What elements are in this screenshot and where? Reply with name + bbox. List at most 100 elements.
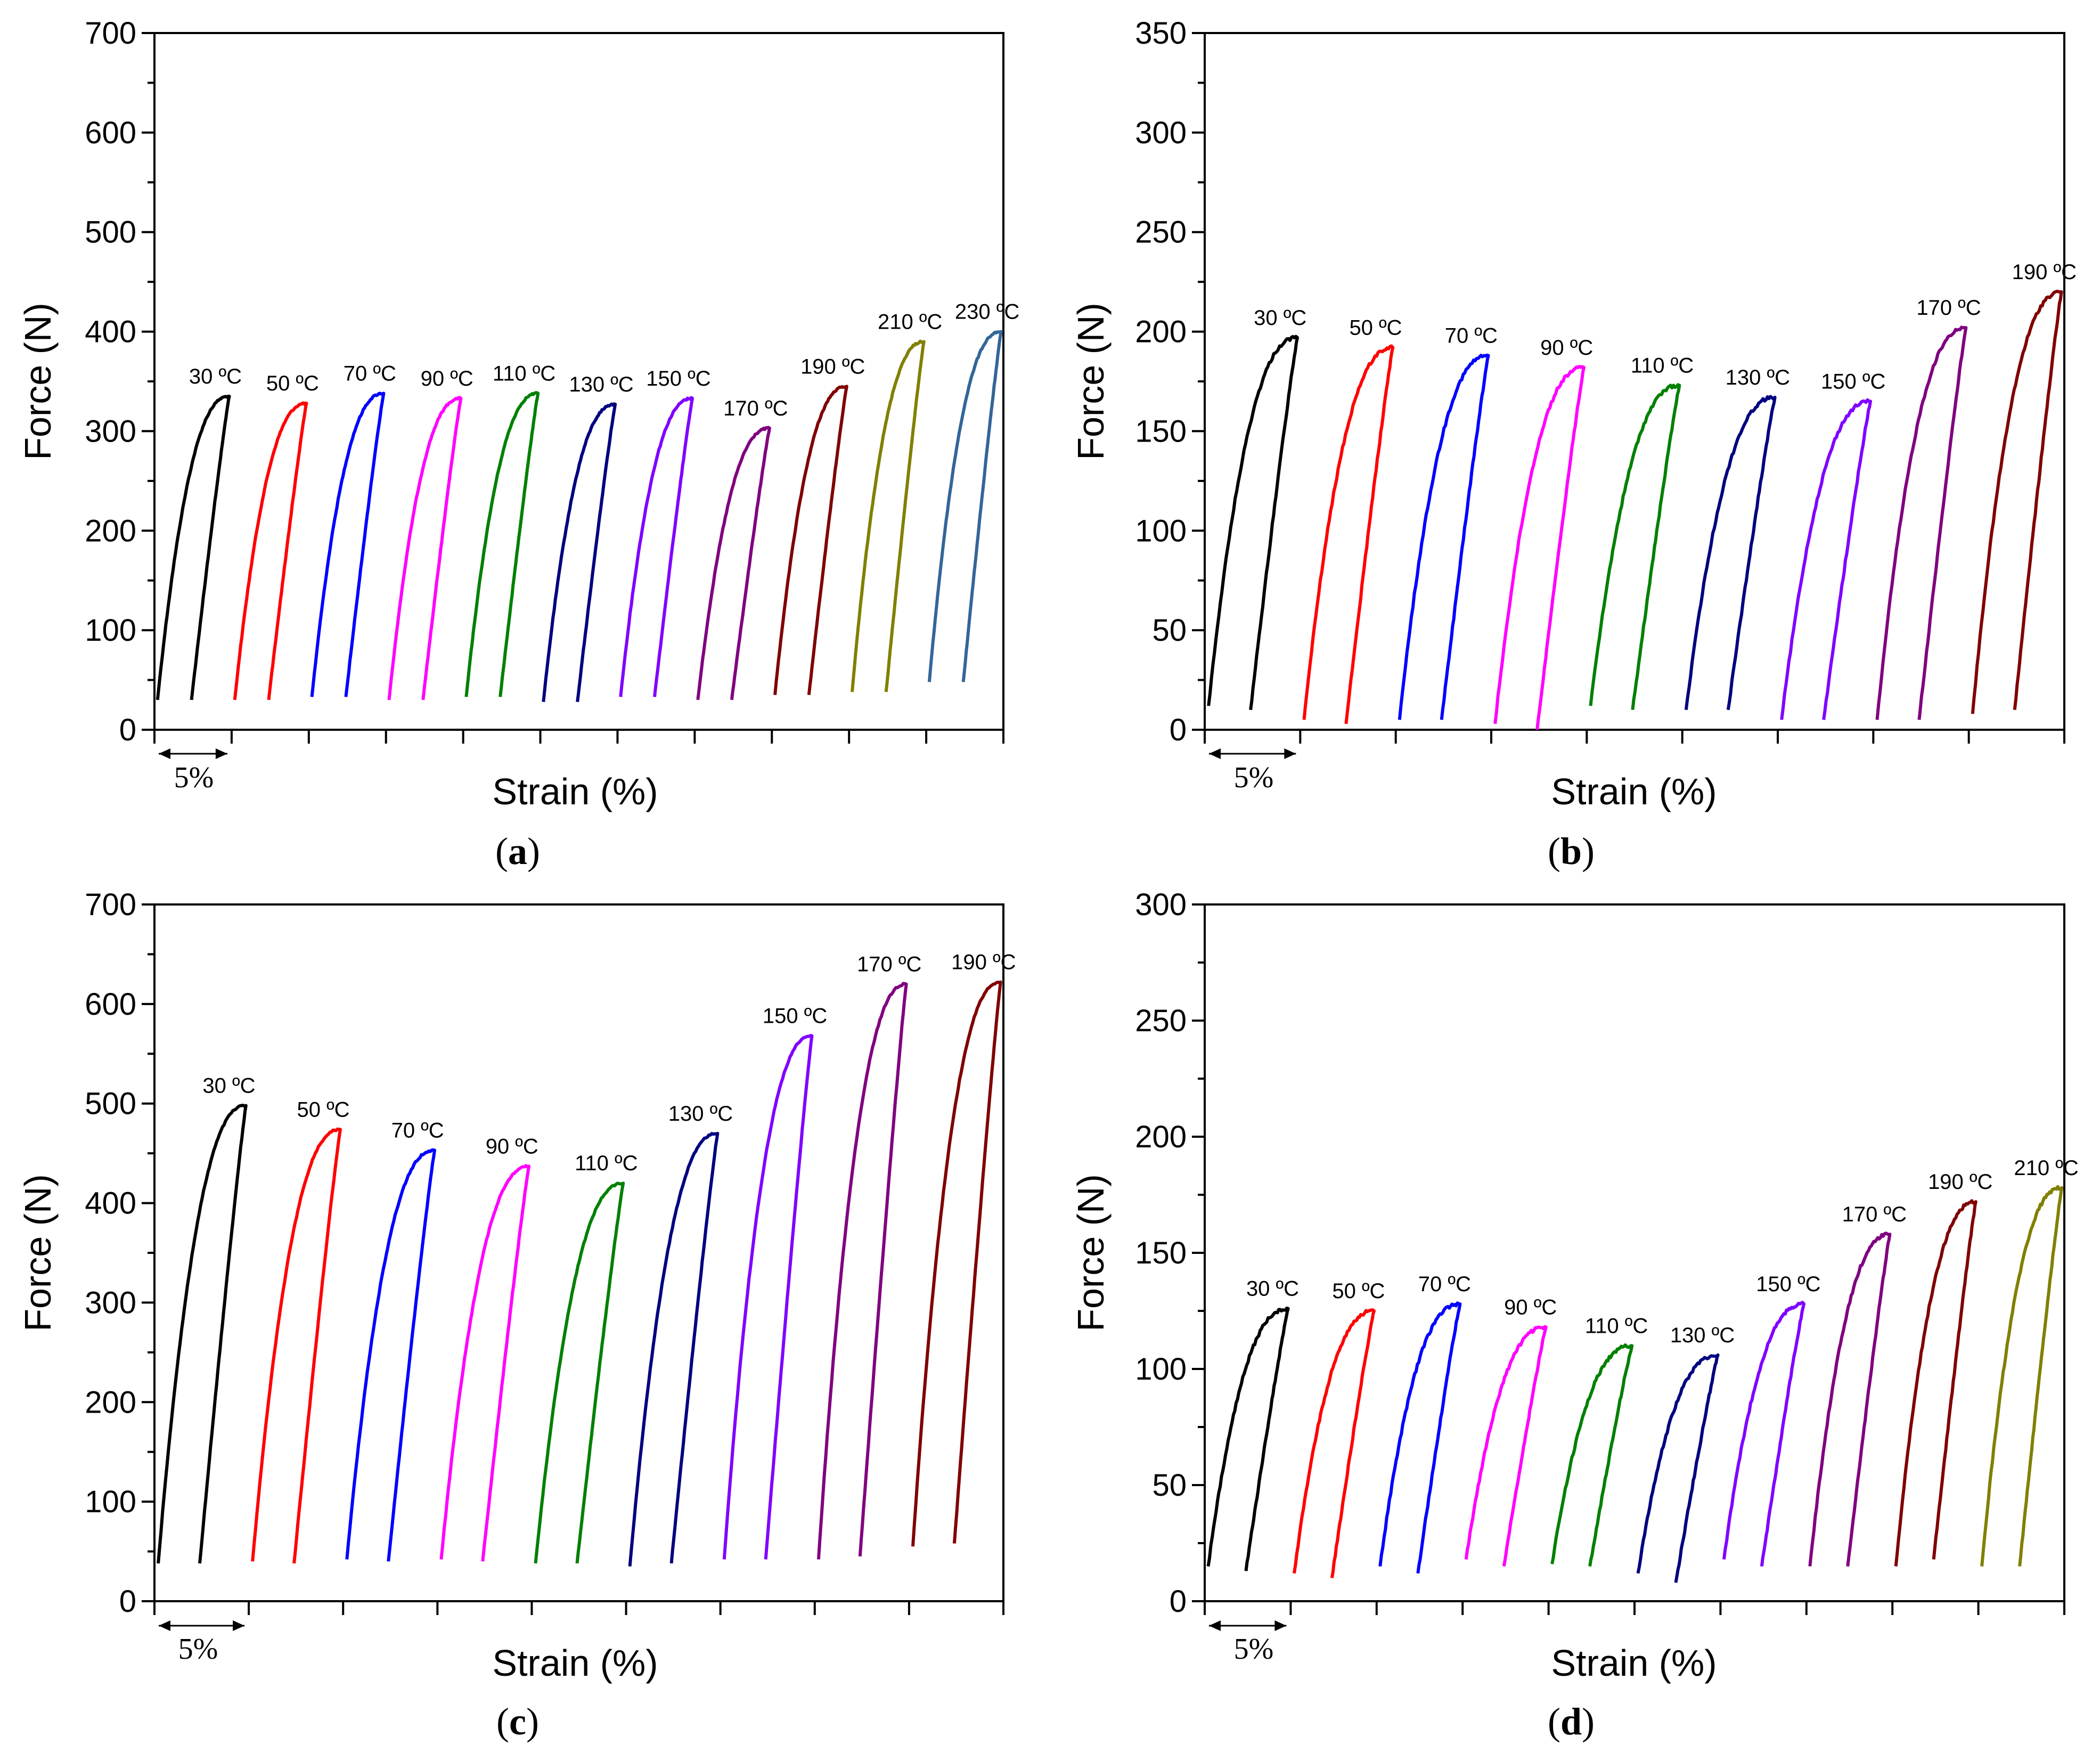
- series-line-170C: [816, 982, 908, 1560]
- y-tick-label: 300: [85, 1285, 136, 1320]
- scale-bar-arrow-right: [1274, 1620, 1287, 1631]
- x-axis-label: Strain (%): [492, 771, 658, 812]
- series-label: 110 ºC: [575, 1152, 638, 1175]
- series-line-110C: [1550, 1343, 1634, 1567]
- series-line-130C: [628, 1131, 720, 1567]
- series-label: 30 ºC: [202, 1074, 255, 1097]
- series-line-50C: [1292, 1308, 1376, 1578]
- scale-bar-arrow-left: [1209, 748, 1221, 759]
- y-tick-label: 300: [1135, 116, 1187, 150]
- series-label: 30 ºC: [1246, 1277, 1299, 1301]
- y-axis-label: Force (N): [1070, 303, 1112, 460]
- series-label: 190 ºC: [800, 355, 865, 378]
- scale-bar-label: 5%: [178, 1633, 218, 1666]
- y-tick-label: 150: [1135, 414, 1187, 449]
- series-label: 150 ºC: [1821, 370, 1885, 393]
- series-label: 230 ºC: [955, 300, 1019, 324]
- y-axis-label: Force (N): [17, 303, 59, 460]
- series-line-230C: [927, 330, 1003, 682]
- series-label: 50 ºC: [297, 1098, 349, 1121]
- series-label: 190 ºC: [1928, 1170, 1992, 1194]
- y-tick-label: 500: [85, 1087, 136, 1121]
- series-line-150C: [1722, 1301, 1805, 1567]
- series-line-90C: [439, 1164, 531, 1562]
- plot-frame: [153, 903, 1004, 1602]
- series-line-190C: [1894, 1199, 1978, 1567]
- y-tick-label: 100: [85, 1485, 136, 1519]
- series-line-150C: [722, 1034, 814, 1560]
- scale-bar-arrow-left: [159, 748, 170, 759]
- series-line-190C: [773, 385, 848, 695]
- series-label: 70 ºC: [1445, 324, 1498, 347]
- series-line-210C: [1980, 1185, 2064, 1567]
- series-line-150C: [1780, 398, 1872, 720]
- series-line-70C: [310, 392, 386, 697]
- series-label: 130 ºC: [1670, 1324, 1735, 1347]
- x-axis-label: Strain (%): [1551, 1642, 1717, 1684]
- y-tick-label: 100: [85, 613, 136, 648]
- y-axis-label: Force (N): [17, 1174, 59, 1332]
- series-line-190C: [911, 980, 1002, 1547]
- series-line-70C: [1378, 1301, 1462, 1574]
- y-tick-label: 300: [1135, 887, 1187, 922]
- series-line-90C: [387, 396, 463, 700]
- x-axis-label: Strain (%): [1551, 771, 1717, 812]
- series-label: 150 ºC: [646, 367, 710, 390]
- series-label: 130 ºC: [1726, 366, 1790, 389]
- series-line-210C: [851, 339, 926, 692]
- scale-bar-label: 5%: [1234, 761, 1274, 794]
- y-tick-label: 0: [119, 713, 136, 747]
- series-line-30C: [1206, 1306, 1290, 1571]
- series-label: 190 ºC: [951, 951, 1016, 974]
- chart-panel-d: 0 50 100 150 200 250 300 Strain (%) Force (N) (d)…: [1070, 887, 2079, 1743]
- series-label: 110 ºC: [493, 362, 555, 385]
- scale-bar-arrow-right: [233, 1620, 245, 1631]
- y-tick-label: 0: [1170, 1584, 1187, 1619]
- series-line-170C: [1875, 325, 1968, 720]
- scale-bar-label: 5%: [174, 761, 214, 794]
- y-tick-label: 200: [85, 1385, 136, 1420]
- series-label: 170 ºC: [723, 397, 788, 420]
- series-line-70C: [1398, 353, 1490, 720]
- scale-bar-label: 5%: [1234, 1633, 1274, 1666]
- series-label: 30 ºC: [1254, 306, 1306, 330]
- y-tick-label: 50: [1152, 613, 1187, 648]
- series-label: 110 ºC: [1631, 354, 1694, 377]
- series-label: 150 ºC: [763, 1005, 827, 1028]
- series-line-90C: [1493, 364, 1586, 730]
- y-tick-label: 150: [1135, 1236, 1187, 1270]
- y-tick-label: 100: [1135, 1352, 1187, 1387]
- series-label: 210 ºC: [878, 310, 942, 333]
- panel-label: (a): [495, 830, 540, 873]
- series-line-170C: [1808, 1232, 1892, 1567]
- y-tick-label: 600: [85, 987, 136, 1022]
- panel-label: (c): [496, 1700, 539, 1743]
- series-line-70C: [345, 1148, 436, 1562]
- series-label: 170 ºC: [1842, 1203, 1907, 1226]
- panel-label: (b): [1548, 830, 1595, 873]
- series-label: 90 ºC: [1504, 1296, 1557, 1319]
- series-line-150C: [619, 396, 694, 697]
- y-axis-label: Force (N): [1070, 1174, 1112, 1332]
- series-line-130C: [1684, 395, 1777, 711]
- series-label: 50 ºC: [1349, 316, 1402, 339]
- series-label: 170 ºC: [1916, 296, 1981, 320]
- series-line-110C: [534, 1181, 625, 1564]
- y-tick-label: 200: [1135, 315, 1187, 349]
- series-label: 110 ºC: [1585, 1314, 1648, 1338]
- plot-frame: [1204, 903, 2065, 1602]
- series-label: 70 ºC: [391, 1119, 444, 1143]
- series-label: 90 ºC: [486, 1135, 538, 1158]
- y-tick-label: 100: [1135, 513, 1187, 548]
- series-line-90C: [1464, 1325, 1548, 1567]
- chart-panel-c: 0 100 200 300 400 500 600 700 Strain (%) Force (N…: [17, 887, 1016, 1743]
- y-tick-label: 300: [85, 414, 136, 449]
- chart-panel-a: 0 100 200 300 400 500 600 700 Strain (%) Force (N…: [17, 16, 1019, 873]
- y-tick-label: 600: [85, 116, 136, 150]
- series-label: 70 ºC: [344, 362, 396, 385]
- y-tick-label: 700: [85, 887, 136, 922]
- y-tick-label: 250: [1135, 215, 1187, 250]
- y-tick-label: 200: [85, 513, 136, 548]
- series-label: 90 ºC: [1540, 336, 1593, 360]
